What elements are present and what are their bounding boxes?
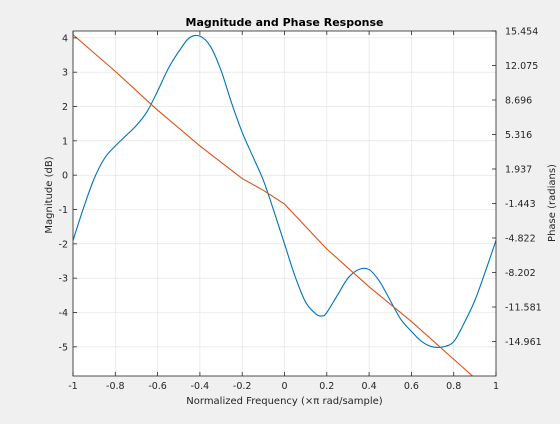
y-tick-label-left: -1 bbox=[59, 205, 68, 216]
x-tick-label: -0.6 bbox=[148, 381, 167, 392]
magnitude-series-line bbox=[73, 34, 496, 349]
x-tick-label: 0.2 bbox=[319, 381, 334, 392]
data-series bbox=[73, 34, 496, 376]
axis-ticks: -1 -0.8 -0.6 -0.4 -0.2 0 0.2 0.4 0.6 0.8 1 4 3 2 1 0 -1 -… bbox=[59, 27, 542, 393]
y-tick-label-right: 5.316 bbox=[505, 130, 532, 141]
y-axis-label-left: Magnitude (dB) bbox=[44, 156, 55, 233]
x-axis-label: Normalized Frequency (×π rad/sample) bbox=[186, 396, 383, 407]
chart-title: Magnitude and Phase Response bbox=[186, 16, 384, 29]
y-tick-label-right: 8.696 bbox=[505, 95, 532, 106]
y-tick-label-left: 4 bbox=[62, 33, 68, 44]
x-tick-label: 0.8 bbox=[446, 381, 461, 392]
y-tick-label-left: 3 bbox=[62, 68, 68, 79]
y-tick-label-left: 1 bbox=[62, 136, 68, 147]
y-tick-label-right: -1.443 bbox=[505, 199, 536, 210]
y-tick-label-right: -11.581 bbox=[505, 302, 542, 313]
y-tick-label-left: 2 bbox=[62, 102, 68, 113]
y-tick-label-right: -4.822 bbox=[505, 233, 536, 244]
x-tick-label: -0.2 bbox=[233, 381, 252, 392]
y-tick-label-right: 1.937 bbox=[505, 164, 532, 175]
x-tick-label: -0.8 bbox=[106, 381, 125, 392]
phase-series-line bbox=[73, 34, 474, 376]
x-tick-label: -1 bbox=[68, 381, 77, 392]
y-tick-label-right: 12.075 bbox=[505, 61, 538, 72]
x-tick-label: 1 bbox=[493, 381, 499, 392]
y-tick-label-left: 0 bbox=[62, 171, 68, 182]
x-tick-label: 0.4 bbox=[362, 381, 377, 392]
y-tick-label-left: -2 bbox=[59, 239, 68, 250]
y-tick-label-left: -5 bbox=[59, 342, 68, 353]
x-tick-label: 0.6 bbox=[404, 381, 419, 392]
y-tick-label-left: -4 bbox=[59, 308, 68, 319]
x-tick-label: -0.4 bbox=[191, 381, 210, 392]
y-tick-label-right: -8.202 bbox=[505, 268, 536, 279]
x-tick-label: 0 bbox=[281, 381, 287, 392]
y-axis-label-right: Phase (radians) bbox=[547, 164, 558, 242]
y-tick-label-left: -3 bbox=[59, 274, 68, 285]
y-tick-label-right: -14.961 bbox=[505, 337, 542, 348]
y-tick-label-right: 15.454 bbox=[505, 27, 538, 38]
